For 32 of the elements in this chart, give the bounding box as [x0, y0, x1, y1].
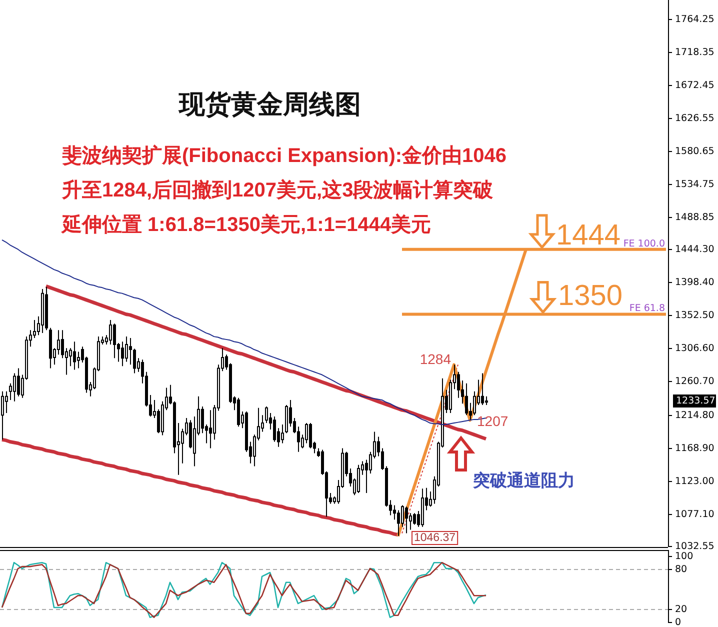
- annotation: 1350: [558, 280, 623, 312]
- annotation: 1207: [477, 413, 508, 429]
- annotation: 突破通道阻力: [472, 471, 575, 490]
- y-tick-label: 0: [675, 617, 682, 627]
- y-tick-label: 1764.25: [675, 14, 714, 25]
- series-label: FE 100.0: [623, 238, 665, 250]
- y-tick-label: 1077.10: [675, 509, 714, 520]
- y-tick-label: 1306.60: [675, 343, 714, 354]
- y-tick-label: 1168.90: [675, 443, 714, 454]
- y-tick-label: 1123.00: [675, 476, 714, 487]
- y-tick-label: 1444.30: [675, 244, 714, 255]
- y-tick-label: 1488.85: [675, 212, 714, 223]
- y-tick-label: 1032.55: [675, 541, 714, 552]
- y-tick-label: 1260.70: [675, 376, 714, 387]
- y-tick-label: 1534.75: [675, 179, 714, 190]
- annotation: 1284: [420, 351, 452, 367]
- y-tick-label: 1398.40: [675, 277, 714, 288]
- text: 1233.57: [676, 396, 716, 406]
- series-label: FE 61.8: [629, 303, 665, 314]
- y-tick-label: 1580.65: [675, 146, 714, 157]
- annotation: 1046.37: [414, 532, 456, 544]
- y-tick-label: 80: [675, 564, 688, 575]
- y-tick-label: 1352.50: [675, 310, 714, 321]
- text: 斐波纳契扩展(Fibonacci Expansion):金价由1046升至1284,后回撤到1207美元,这3段波幅计算突破延伸位置 1:61.8=1350美元,1:1=1444美元: [60, 144, 507, 236]
- y-tick-label: 1718.35: [675, 47, 714, 58]
- y-tick-label: 1626.55: [675, 113, 714, 124]
- text: 现货黄金周线图: [178, 89, 361, 119]
- annotation: 1444: [556, 219, 621, 252]
- y-tick-label: 100: [675, 551, 694, 562]
- y-tick-label: 1214.80: [675, 410, 714, 421]
- y-tick-label: 20: [675, 604, 688, 615]
- y-tick-label: 1672.45: [675, 80, 714, 91]
